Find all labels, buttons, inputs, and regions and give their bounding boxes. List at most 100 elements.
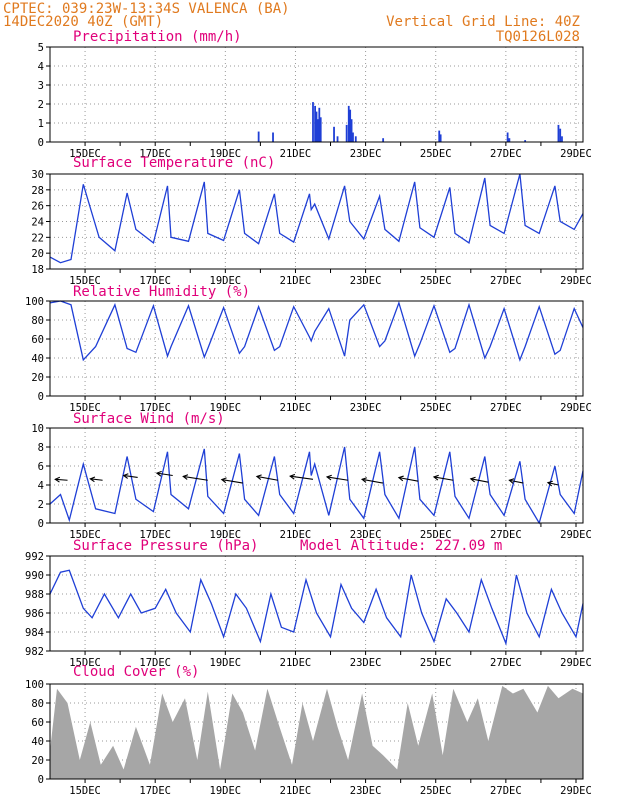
y-tick-label: 80: [31, 698, 44, 710]
wind-arrow-shaft: [326, 476, 349, 481]
wind-panel: Surface Wind (m/s) 0 2 4 6 8 10 15DEC 17DEC 19DE…: [31, 411, 591, 541]
x-tick-label: 19DEC: [210, 657, 242, 669]
y-tick-label: 20: [31, 755, 44, 767]
x-tick-label: 19DEC: [210, 148, 242, 160]
y-tick-label: 2: [38, 499, 44, 511]
temperature-series-line: [49, 173, 584, 264]
x-tick-label: 29DEC: [560, 275, 592, 287]
x-tick-label: 21DEC: [280, 529, 312, 541]
y-tick-label: 992: [25, 551, 44, 563]
x-tick-label: 23DEC: [350, 785, 382, 797]
x-tick-label: 27DEC: [490, 148, 522, 160]
x-tick-label: 27DEC: [490, 785, 522, 797]
y-tick-label: 80: [31, 315, 44, 327]
x-tick-label: 17DEC: [139, 657, 171, 669]
wind-arrow-shaft: [90, 478, 103, 481]
panel-frame: [49, 173, 584, 270]
x-tick-label: 29DEC: [560, 529, 592, 541]
y-tick-label: 982: [25, 646, 44, 658]
y-tick-label: 6: [38, 461, 44, 473]
y-tick-label: 22: [31, 232, 44, 244]
wind-arrow-shaft: [290, 475, 314, 480]
x-tick-label: 27DEC: [490, 529, 522, 541]
y-tick-label: 20: [31, 248, 44, 260]
wind-arrow-shaft: [221, 478, 243, 484]
wind-arrow-shaft: [361, 478, 384, 484]
wind-arrow-shaft: [509, 479, 524, 484]
wind-arrow-head: [220, 477, 227, 484]
cloud-cover-title: Cloud Cover (%): [73, 664, 199, 680]
x-tick-label: 17DEC: [139, 785, 171, 797]
y-tick-label: 26: [31, 201, 44, 213]
panel-frame: [49, 46, 584, 143]
y-tick-label: 3: [38, 80, 44, 92]
precip-bar: [318, 107, 321, 142]
x-tick-label: 29DEC: [560, 657, 592, 669]
header-station: CPTEC: 039:23W-13:34S VALENCA (BA): [3, 1, 290, 17]
wind-arrow-shaft: [470, 478, 489, 483]
wind-arrow-shaft: [433, 476, 454, 481]
panel-frame: [49, 427, 584, 524]
wind-arrow-head: [89, 476, 96, 483]
wind-arrow-head: [546, 480, 553, 487]
cloud-cover-area: [50, 685, 583, 779]
y-tick-label: 60: [31, 717, 44, 729]
precip-bar: [349, 109, 352, 142]
temperature-title: Surface Temperature (nC): [73, 155, 275, 171]
x-tick-label: 23DEC: [350, 275, 382, 287]
precip-bar: [354, 136, 357, 142]
wind-arrow-head: [289, 473, 296, 480]
wind-arrow-shaft: [183, 475, 208, 481]
wind-arrow-head: [182, 474, 189, 480]
pressure-series-line: [49, 569, 584, 646]
precip-bar: [382, 138, 385, 142]
y-tick-label: 28: [31, 185, 44, 197]
y-tick-label: 40: [31, 736, 44, 748]
x-tick-label: 27DEC: [490, 657, 522, 669]
precipitation-panel: Precipitation (mm/h) 0 1 2 3 4 5 15DEC 17DEC 19D…: [38, 29, 592, 160]
x-tick-label: 19DEC: [210, 529, 242, 541]
humidity-title: Relative Humidity (%): [73, 284, 250, 300]
precip-bar: [524, 140, 527, 142]
y-tick-label: 20: [31, 372, 44, 384]
wind-arrow-head: [360, 477, 368, 483]
x-tick-label: 25DEC: [420, 148, 452, 160]
wind-arrow-head: [155, 470, 162, 477]
x-tick-label: 25DEC: [420, 657, 452, 669]
precip-bar: [561, 136, 563, 142]
wind-arrow-head: [469, 476, 476, 483]
precip-bar: [336, 136, 339, 142]
precip-bar: [557, 124, 560, 142]
wind-arrow-head: [255, 474, 262, 481]
precip-bar: [257, 131, 260, 142]
wind-title: Surface Wind (m/s): [73, 411, 225, 427]
wind-arrow-shaft: [156, 472, 173, 477]
y-tick-label: 0: [38, 137, 44, 149]
humidity-series-line: [49, 300, 584, 362]
precip-bar: [508, 138, 511, 142]
x-tick-label: 15DEC: [69, 275, 101, 287]
y-tick-label: 0: [38, 774, 44, 786]
temperature-panel: Surface Temperature (nC) 18 20 22 24 26 28 30 1…: [31, 155, 591, 287]
x-tick-label: 27DEC: [490, 402, 522, 414]
panel-frame: [49, 555, 584, 652]
precip-bar: [350, 119, 353, 142]
model-altitude: Model Altitude: 227.09 m: [300, 538, 502, 554]
cloud-cover-panel: Cloud Cover (%) 0 20 40 60 80 100 15DEC 17DEC 19…: [25, 664, 592, 797]
panel-frame: [49, 683, 584, 780]
precip-bar: [319, 117, 322, 142]
precip-bar: [345, 124, 348, 142]
x-tick-label: 25DEC: [420, 785, 452, 797]
y-tick-label: 0: [38, 391, 44, 403]
precipitation-title: Precipitation (mm/h): [73, 29, 242, 45]
x-tick-label: 23DEC: [350, 657, 382, 669]
x-tick-label: 23DEC: [350, 529, 382, 541]
x-tick-label: 21DEC: [280, 402, 312, 414]
x-tick-label: 15DEC: [69, 529, 101, 541]
x-tick-label: 25DEC: [420, 402, 452, 414]
x-tick-label: 19DEC: [210, 785, 242, 797]
precip-bar: [272, 132, 274, 142]
y-tick-label: 24: [31, 217, 44, 229]
x-tick-label: 29DEC: [560, 148, 592, 160]
